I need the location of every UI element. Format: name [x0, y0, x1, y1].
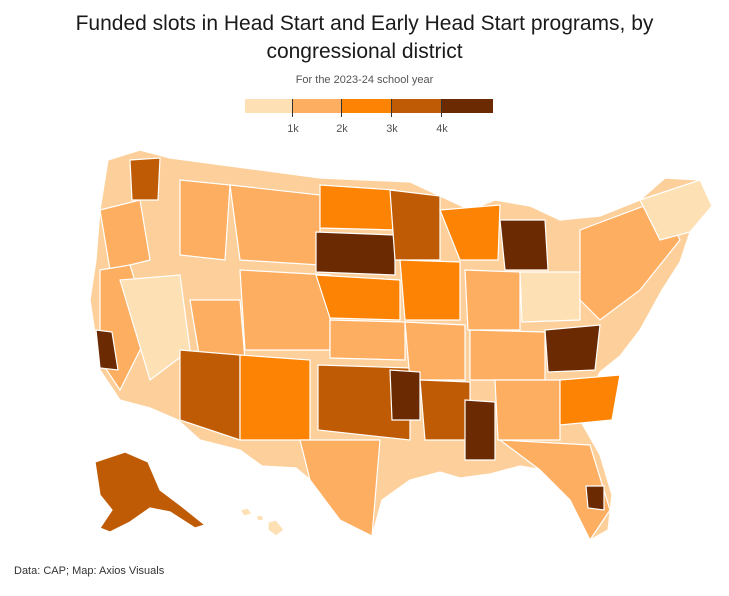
legend-tick — [292, 99, 293, 117]
chart-title: Funded slots in Head Start and Early Hea… — [75, 12, 654, 63]
legend-tick — [391, 99, 392, 117]
legend-swatch-1 — [245, 99, 293, 113]
district-region — [319, 184, 396, 231]
district-region — [519, 271, 581, 323]
us-district-map — [89, 149, 713, 542]
district-region — [419, 379, 471, 441]
district-region — [544, 324, 601, 373]
district-region — [317, 364, 411, 441]
district-region — [95, 329, 119, 371]
legend-tick — [441, 99, 442, 117]
hawaii-island — [255, 514, 265, 522]
district-region — [315, 274, 401, 321]
district-region — [404, 321, 466, 381]
district-region — [99, 199, 151, 271]
legend-swatch-4 — [391, 99, 441, 113]
district-region — [469, 329, 546, 381]
district-region — [239, 269, 331, 351]
district-region — [439, 204, 501, 261]
legend-swatch-5 — [441, 99, 493, 113]
district-region — [499, 219, 549, 271]
legend-tick-label-1k: 1k — [287, 123, 299, 135]
contiguous-us — [89, 149, 713, 542]
hawaii-island — [267, 519, 285, 537]
hawaii — [239, 507, 285, 537]
alaska-shape — [94, 451, 207, 533]
district-region — [389, 189, 441, 261]
district-region — [329, 319, 406, 361]
district-region — [389, 369, 421, 421]
district-region — [239, 354, 311, 441]
color-legend: 1k 2k 3k 4k — [245, 99, 493, 139]
chart-subtitle: For the 2023-24 school year — [295, 74, 434, 86]
district-region — [129, 157, 161, 201]
hawaii-island — [239, 507, 253, 517]
district-region — [498, 439, 611, 542]
alaska — [94, 451, 207, 533]
district-region — [639, 179, 713, 241]
district-region — [464, 399, 496, 461]
district-region — [179, 179, 231, 261]
legend-tick-label-4k: 4k — [436, 123, 448, 135]
district-region — [559, 374, 621, 426]
legend-tick — [341, 99, 342, 117]
source-note: Data: CAP; Map: Axios Visuals — [14, 565, 165, 577]
legend-tick-label-3k: 3k — [386, 123, 398, 135]
legend-swatch-2 — [293, 99, 341, 113]
district-region — [315, 231, 396, 276]
legend-tick-label-2k: 2k — [336, 123, 348, 135]
district-region — [494, 379, 561, 441]
district-region — [119, 274, 191, 381]
legend-swatch-3 — [341, 99, 391, 113]
district-region — [229, 184, 321, 266]
district-region — [399, 259, 461, 321]
district-region — [299, 439, 381, 537]
district-region — [464, 269, 521, 331]
district-region — [585, 485, 605, 511]
